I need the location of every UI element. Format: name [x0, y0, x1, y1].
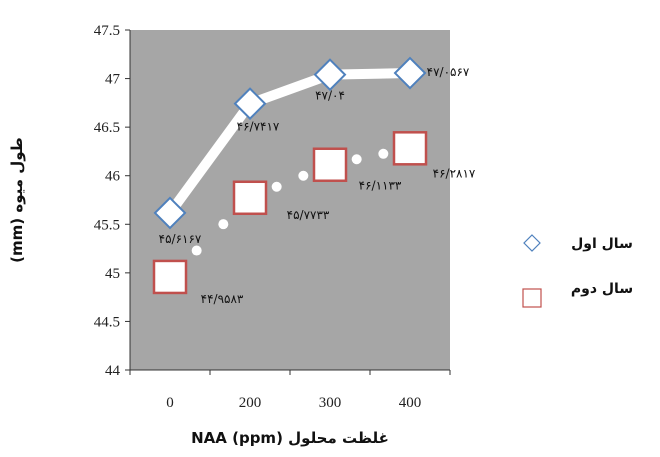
marker-square — [392, 131, 428, 166]
series-line-dot-second-year — [298, 170, 309, 181]
x-tick-label: 0 — [166, 395, 174, 411]
legend: سال اول سال دوم — [522, 234, 633, 308]
series-line-first-year — [165, 68, 415, 218]
legend-diamond-icon — [523, 234, 541, 252]
y-tick-label: 45.5 — [94, 217, 120, 233]
data-label-first-year: ۴۶/۷۴۱۷ — [237, 120, 280, 134]
data-label-second-year: ۴۵/۷۷۳۳ — [287, 208, 330, 222]
x-tick-label: 400 — [399, 395, 422, 411]
y-tick-label: 45 — [105, 266, 120, 282]
series-line-dot-second-year — [378, 148, 389, 159]
data-label-second-year: ۴۶/۱۱۳۳ — [359, 179, 402, 193]
y-tick-label: 47 — [105, 72, 121, 88]
series-line-dot-second-year — [218, 219, 229, 230]
x-axis-title: غلظت محلول NAA (ppm) — [191, 429, 389, 447]
marker-square — [232, 180, 268, 216]
data-label-first-year: ۴۵/۶۱۶۷ — [159, 232, 202, 246]
series-line-dot-second-year — [271, 181, 282, 192]
marker-diamond — [393, 56, 427, 90]
marker-diamond — [313, 58, 347, 92]
x-tick-label: 300 — [319, 395, 342, 411]
y-tick-label: 47.5 — [94, 23, 120, 39]
y-tick-label: 44.5 — [94, 314, 120, 330]
y-tick-label: 46.5 — [94, 120, 120, 136]
series-line-dot-second-year — [351, 154, 362, 165]
marker-diamond — [233, 87, 267, 121]
data-label-first-year: ۴۷/۰۴ — [315, 89, 345, 103]
data-label-first-year: ۴۷/۰۵۶۷ — [427, 65, 470, 79]
data-labels: ۴۵/۶۱۶۷ ۴۶/۷۴۱۷ ۴۷/۰۴ ۴۷/۰۵۶۷ ۴۴/۹۵۸۳ ۴۵/۷۷۳۳… — [159, 65, 476, 306]
y-axis: 44 44.5 45 45.5 46 46.5 47 47.5 — [94, 23, 131, 379]
legend-label-first-year: سال اول — [571, 236, 633, 252]
x-axis: 0 200 300 400 — [129, 369, 451, 411]
legend-square-icon — [522, 288, 542, 308]
y-axis-title: طول میوه (mm) — [8, 137, 26, 263]
marker-square — [312, 147, 348, 182]
legend-label-second-year: سال دوم — [571, 281, 633, 297]
marker-diamond — [153, 196, 187, 230]
x-tick-label: 200 — [239, 395, 262, 411]
series-lines — [165, 68, 415, 256]
data-label-second-year: ۴۶/۲۸۱۷ — [433, 166, 476, 180]
data-label-second-year: ۴۴/۹۵۸۳ — [201, 292, 244, 306]
markers — [152, 56, 428, 295]
series-line-dot-second-year — [191, 245, 202, 256]
y-tick-label: 44 — [105, 363, 121, 379]
y-tick-label: 46 — [105, 169, 121, 185]
marker-square — [152, 259, 188, 295]
